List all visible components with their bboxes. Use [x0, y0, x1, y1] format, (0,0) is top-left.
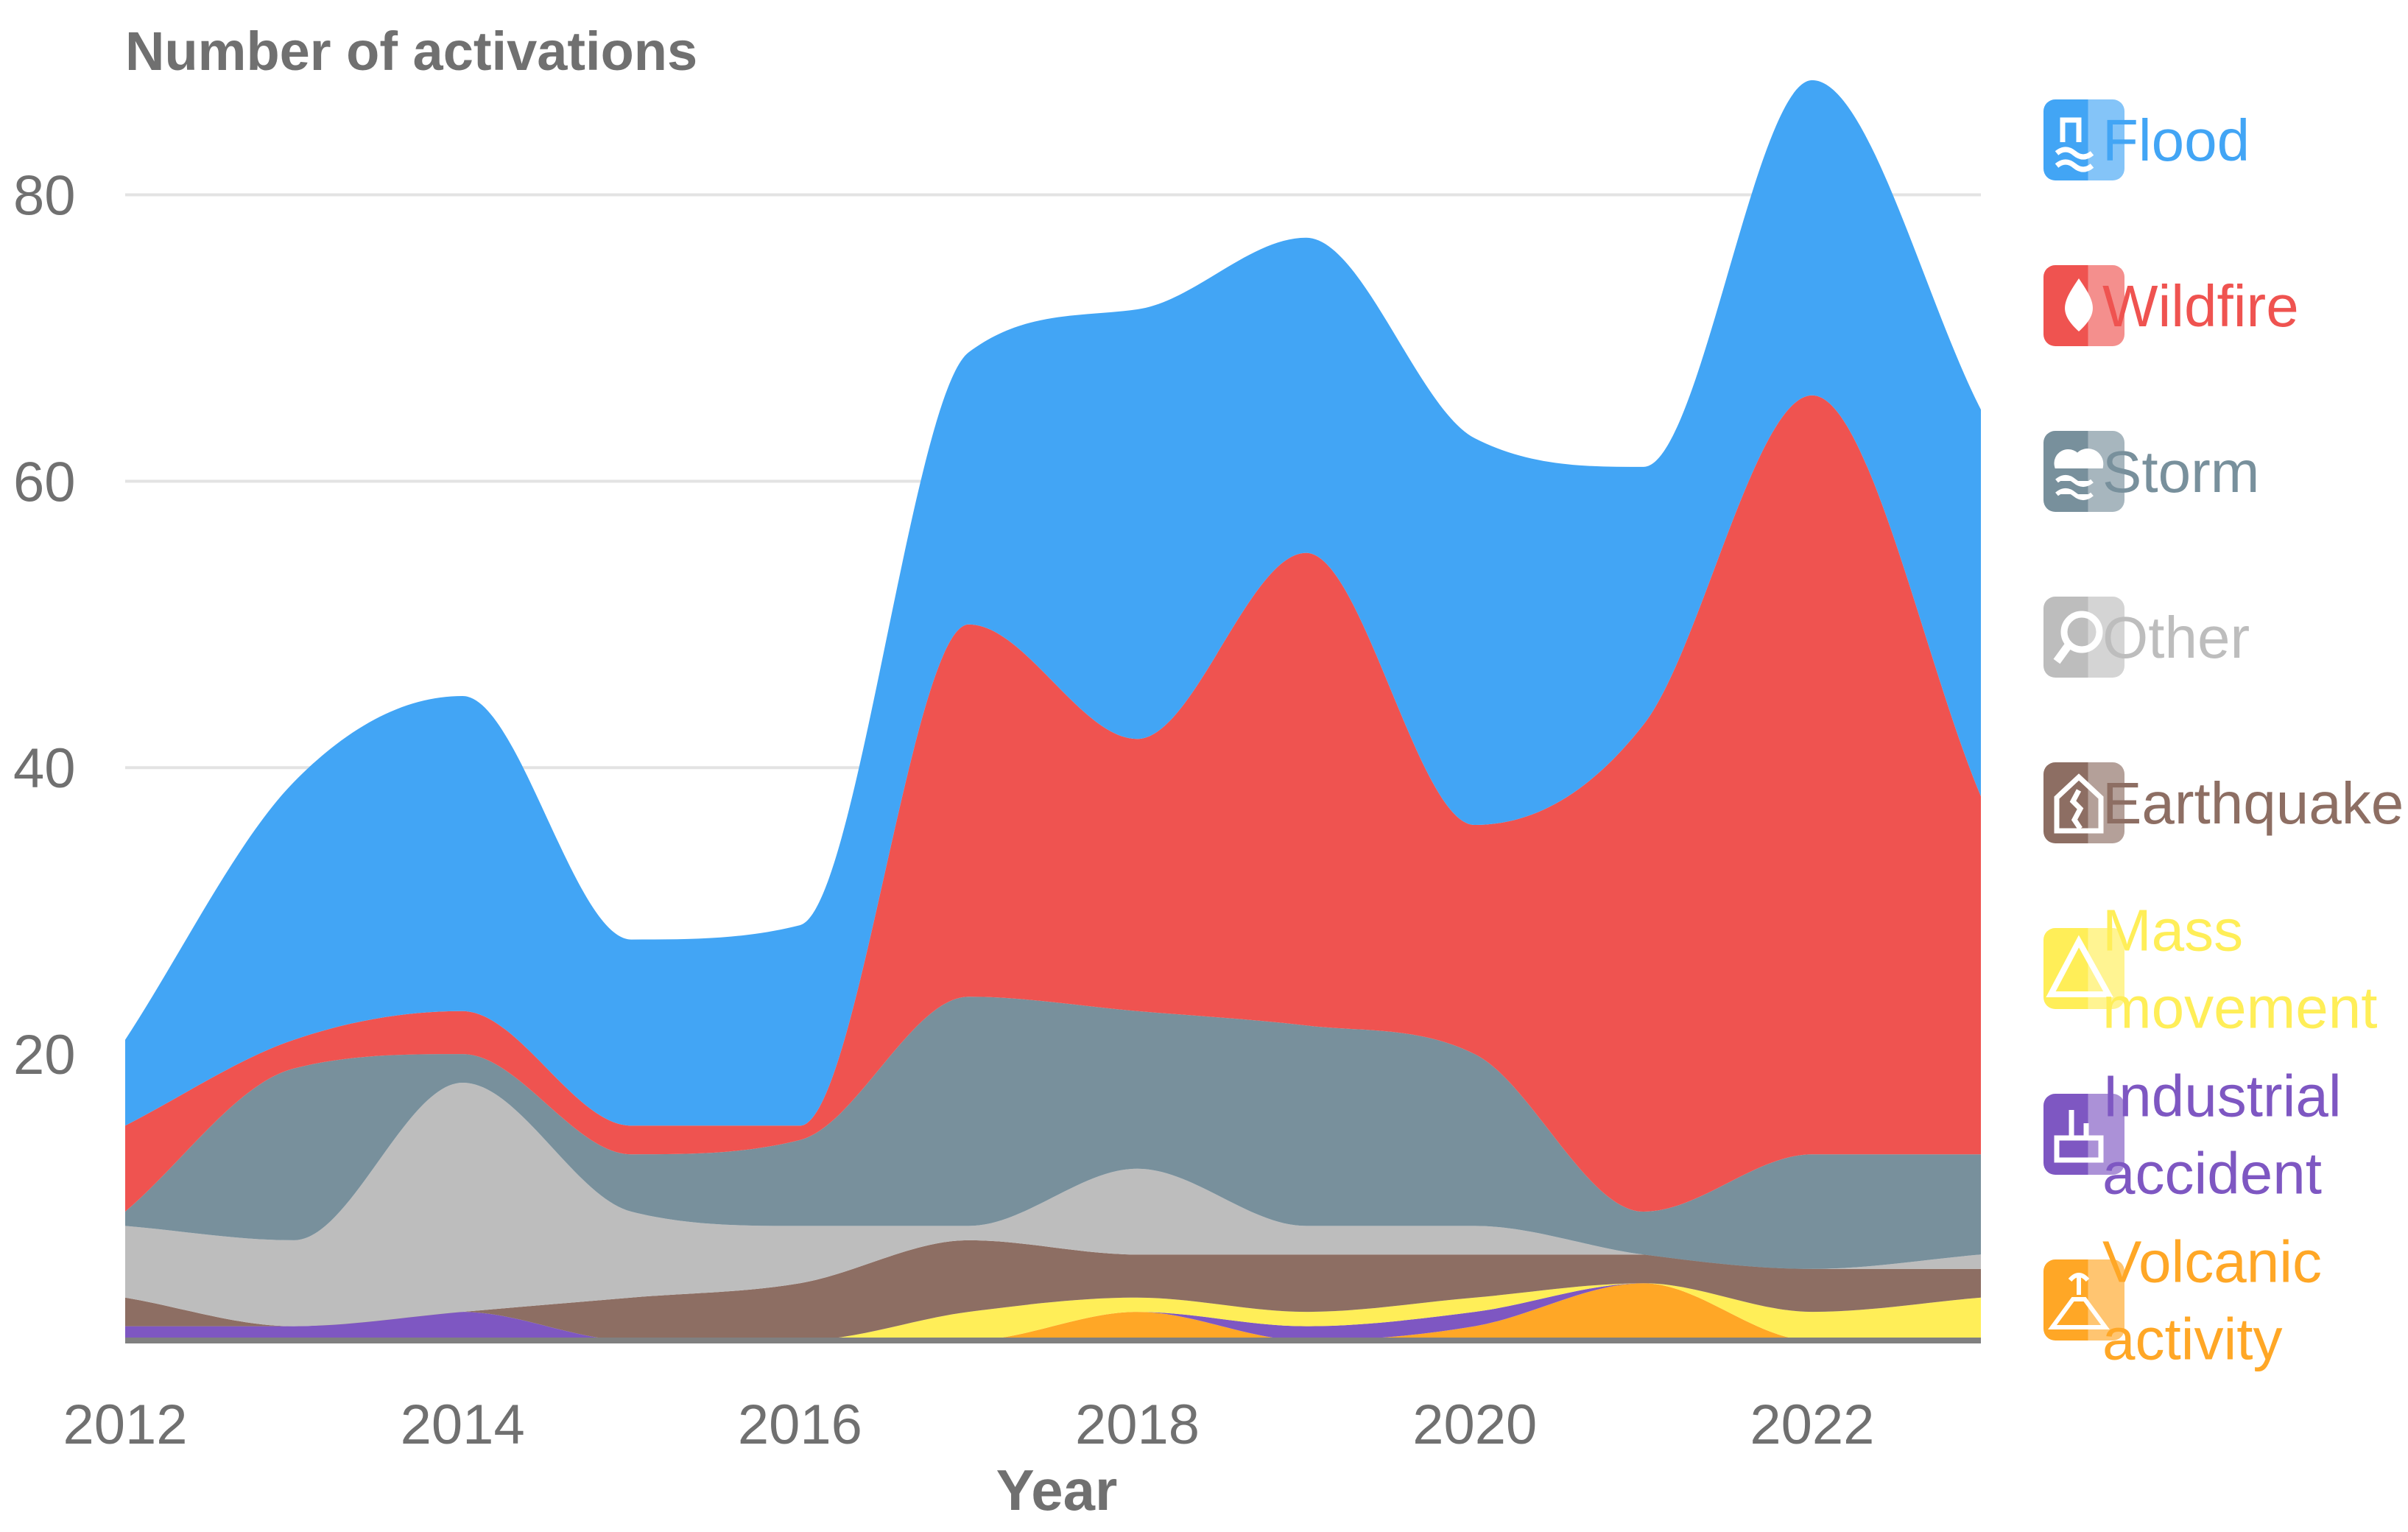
- legend-item-flood: Flood: [2043, 99, 2250, 180]
- legend-label-mass-movement-line-1: Mass: [2102, 898, 2243, 963]
- area-mass-movement: [125, 1283, 1981, 1340]
- legend-label-flood: Flood: [2102, 108, 2250, 173]
- series-areas: [125, 80, 1981, 1343]
- legend-item-other: Other: [2043, 597, 2250, 678]
- magnifier-icon: [2043, 597, 2124, 678]
- area-other: [125, 1083, 1981, 1327]
- legend-label-volcanic-activity-line-2: activity: [2102, 1307, 2283, 1372]
- area-storm: [125, 997, 1981, 1269]
- x-tick-label-2022: 2022: [1750, 1394, 1874, 1456]
- x-tick-label-2018: 2018: [1075, 1394, 1200, 1456]
- legend-label-wildfire: Wildfire: [2102, 273, 2299, 339]
- fire-drop-icon: [2043, 265, 2124, 346]
- legend-label-industrial-accident-line-2: accident: [2102, 1141, 2322, 1206]
- legend-label-volcanic-activity-line-1: Volcanic: [2102, 1229, 2322, 1295]
- legend-item-volcanic-activity: Volcanic activity: [2043, 1229, 2322, 1372]
- legend-label-other: Other: [2102, 605, 2250, 670]
- y-tick-label-80: 80: [13, 164, 76, 227]
- chart-title: Number of activations: [125, 21, 697, 82]
- y-tick-label-20: 20: [13, 1024, 76, 1086]
- legend-item-earthquake: Earthquake: [2043, 762, 2404, 843]
- y-tick-label-40: 40: [13, 737, 76, 800]
- landslide-icon: [2043, 928, 2124, 1009]
- x-tick-label-2016: 2016: [738, 1394, 862, 1456]
- area-volcanic-activity: [125, 1283, 1981, 1340]
- volcano-icon: [2043, 1259, 2124, 1340]
- legend-item-wildfire: Wildfire: [2043, 265, 2299, 346]
- earthquake-icon: [2043, 762, 2124, 843]
- legend-label-mass-movement-line-2: movement: [2102, 975, 2377, 1041]
- x-tick-label-2020: 2020: [1412, 1394, 1537, 1456]
- legend-label-earthquake: Earthquake: [2102, 770, 2404, 836]
- x-axis-label: Year: [996, 1458, 1118, 1522]
- legend-item-storm: Storm: [2043, 431, 2259, 512]
- area-flood: [125, 80, 1981, 1126]
- flood-icon: [2043, 99, 2124, 180]
- x-tick-label-2012: 2012: [63, 1394, 187, 1456]
- y-tick-label-60: 60: [13, 451, 76, 513]
- factory-icon: [2043, 1094, 2124, 1175]
- x-axis-ticks: 2012 2014 2016 2018 2020 2022: [63, 1394, 1874, 1456]
- area-industrial-accident: [125, 1283, 1981, 1340]
- legend-label-industrial-accident-line-1: Industrial: [2102, 1064, 2342, 1129]
- legend-item-mass-movement: Mass movement: [2043, 898, 2377, 1041]
- legend-label-storm: Storm: [2102, 439, 2259, 505]
- area-wildfire: [125, 395, 1981, 1212]
- legend-item-industrial-accident: Industrial accident: [2043, 1064, 2342, 1206]
- y-axis-ticks: 20 40 60 80: [13, 164, 76, 1086]
- area-earthquake: [125, 1240, 1981, 1340]
- x-tick-label-2014: 2014: [401, 1394, 525, 1456]
- storm-icon: [2043, 431, 2124, 512]
- legend: Flood Wildfire Storm Other Earthquake Mass mov…: [2043, 99, 2404, 1372]
